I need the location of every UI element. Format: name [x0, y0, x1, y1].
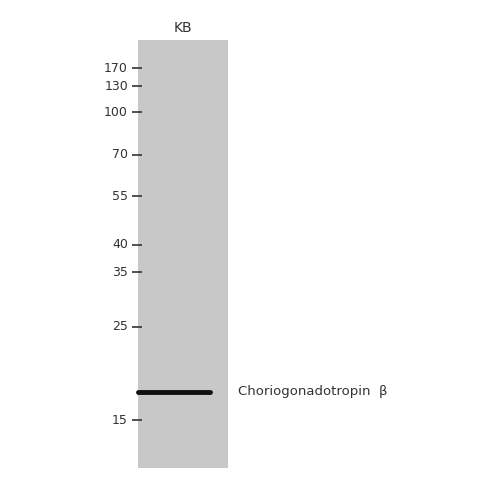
- Text: KB: KB: [174, 21, 193, 35]
- Text: 25: 25: [112, 320, 128, 334]
- Text: Choriogonadotropin  β: Choriogonadotropin β: [238, 386, 388, 398]
- Text: 15: 15: [112, 414, 128, 426]
- Text: 40: 40: [112, 238, 128, 252]
- Text: 100: 100: [104, 106, 128, 118]
- Text: 55: 55: [112, 190, 128, 202]
- Text: 35: 35: [112, 266, 128, 278]
- Bar: [138, 40, 228, 468]
- Text: 70: 70: [112, 148, 128, 162]
- Text: 170: 170: [104, 62, 128, 74]
- Text: 130: 130: [104, 80, 128, 92]
